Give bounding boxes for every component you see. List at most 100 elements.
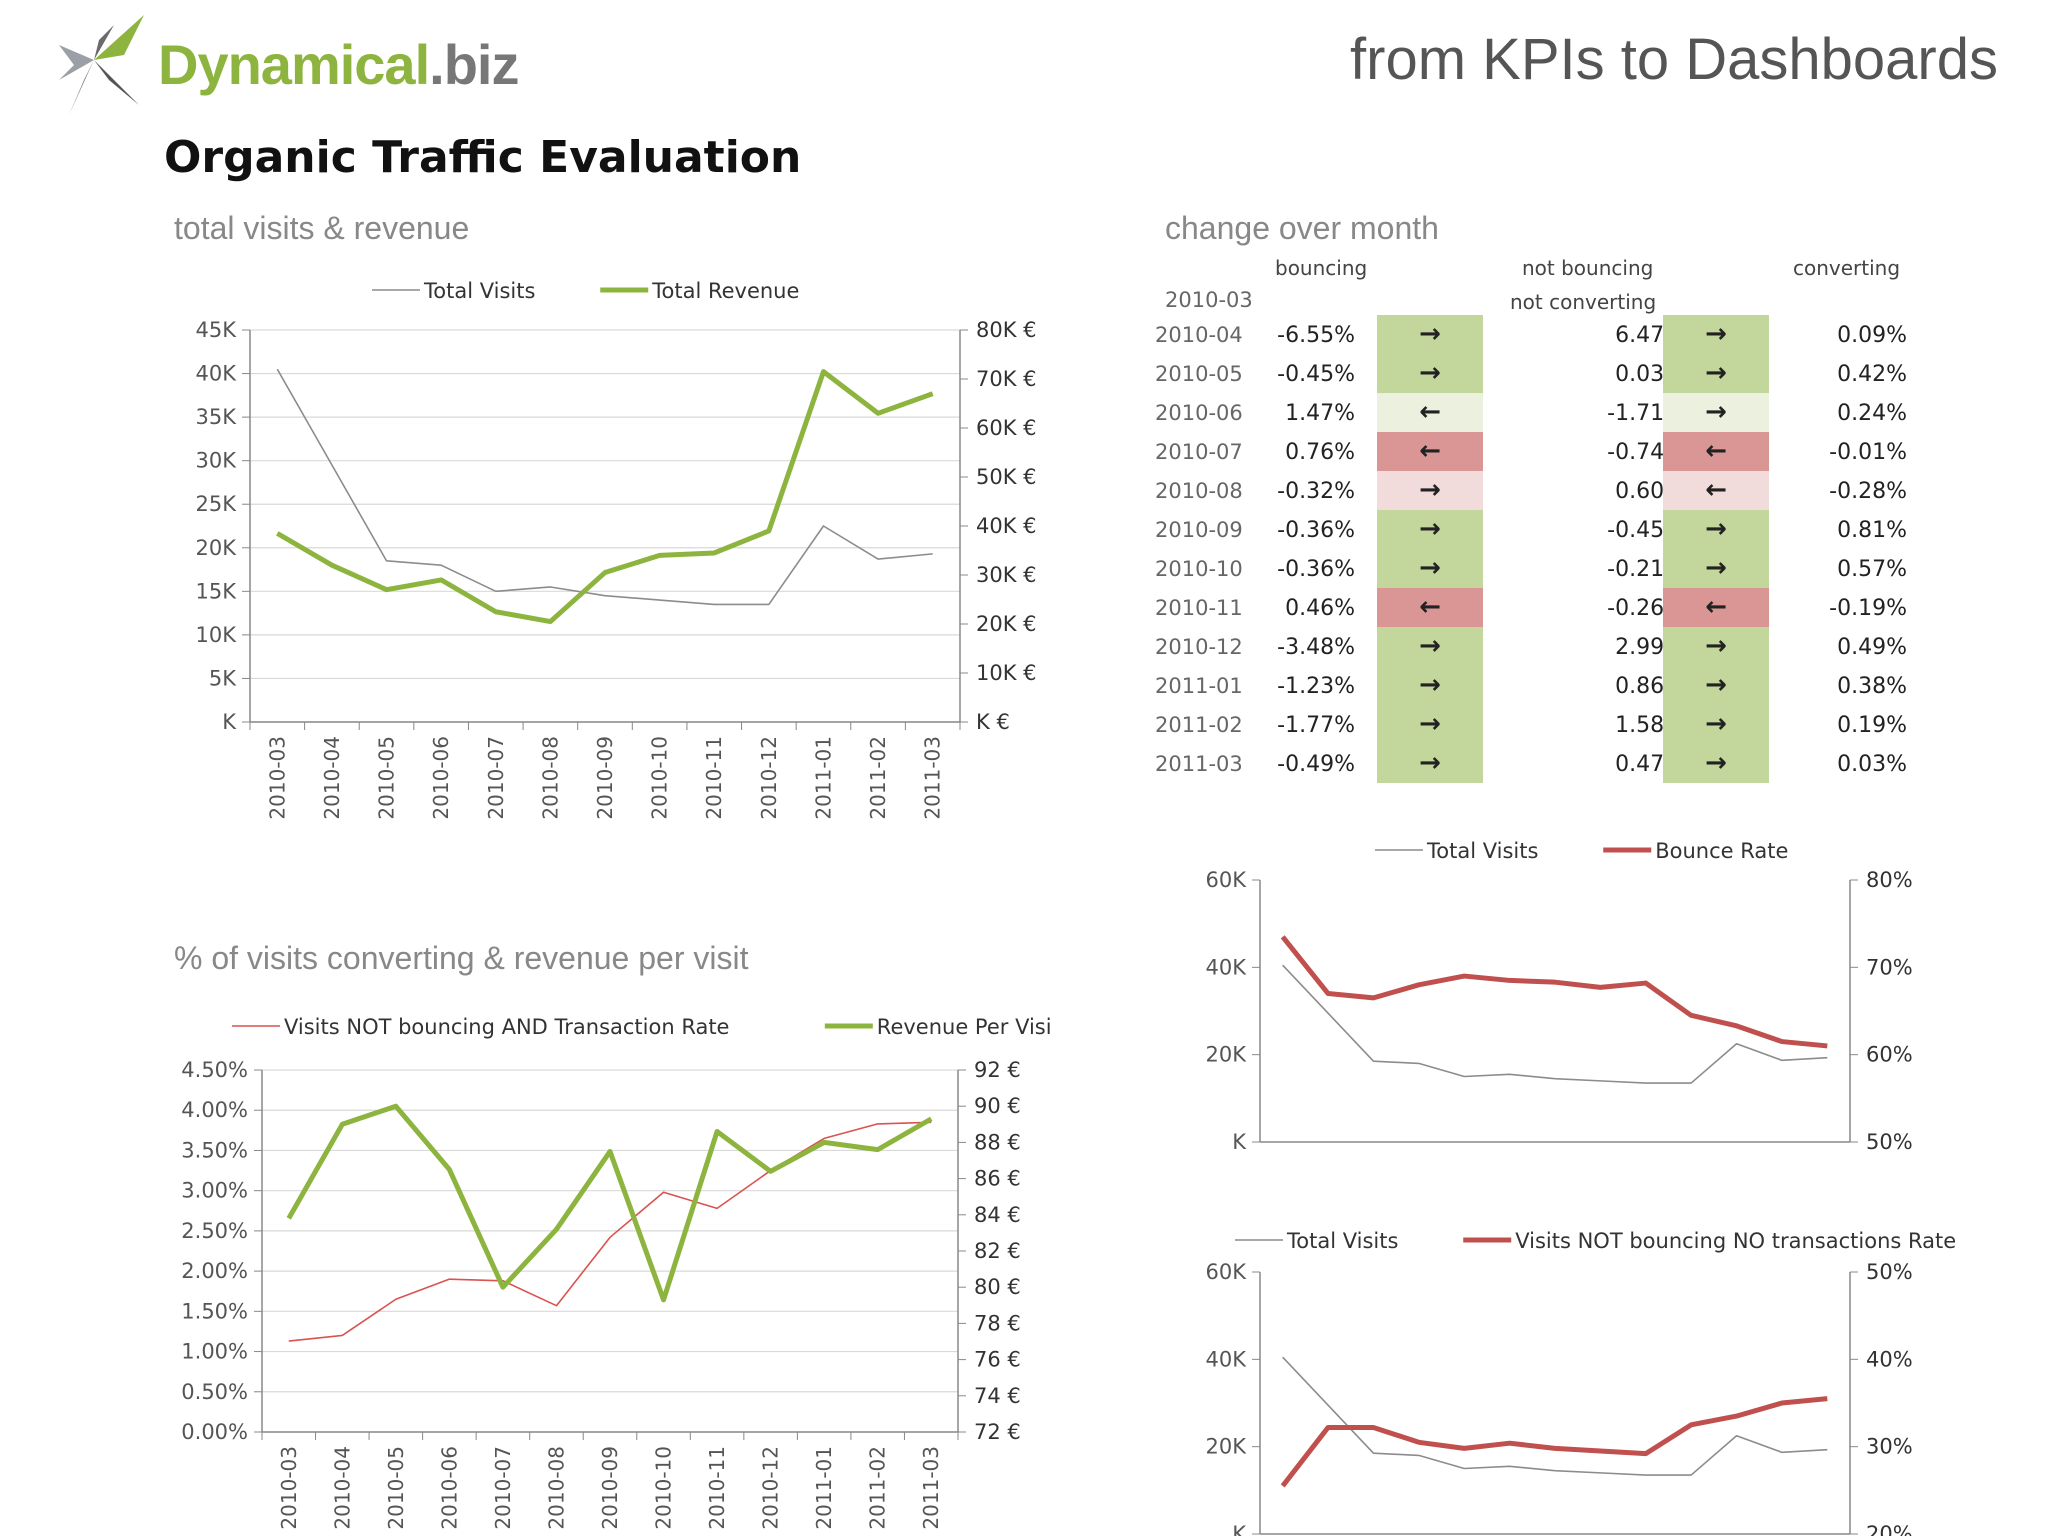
right-tick-label: 78 € [974,1311,1021,1335]
left-tick-label: 2.00% [181,1259,248,1283]
kpi-bouncing-value: -0.45% [1277,362,1355,387]
x-tick-label: 2010-12 [759,1446,783,1530]
right-tick-label: K € [976,710,1010,734]
x-tick-label: 2010-11 [705,1446,729,1530]
kpi-bouncing-arrow-icon: → [1377,705,1483,744]
kpi-bouncing-arrow-icon: ← [1377,588,1483,627]
left-tick-label: 20K [1206,1043,1248,1067]
right-tick-label: 10K € [976,661,1037,685]
right-tick-label: 40% [1866,1347,1913,1371]
kpi-bouncing-arrow-icon: → [1377,627,1483,666]
left-tick-label: 1.00% [181,1340,248,1364]
kpi-header-not-bouncing: not bouncing [1522,256,1654,280]
left-tick-label: 1.50% [181,1299,248,1323]
kpi-converting-value: -0.28% [1829,479,1907,504]
kpi-row: 2010-12 -3.48% → 2.99% → 0.49% [1155,627,1915,666]
x-tick-label: 2011-01 [811,736,835,820]
right-tick-label: 70K € [976,367,1037,391]
kpi-row: 2010-09 -0.36% → -0.45% → 0.81% [1155,510,1915,549]
x-tick-label: 2010-10 [648,736,672,820]
kpi-converting-value: 0.03% [1837,752,1907,777]
left-tick-label: K [222,710,237,734]
right-tick-label: 60% [1866,1043,1913,1067]
kpi-not-converting-arrow-icon: → [1663,627,1769,666]
logo-text-main: Dynamical [158,33,430,96]
left-tick-label: 4.00% [181,1098,248,1122]
kpi-month: 2010-12 [1155,635,1243,659]
series-line-1 [1280,935,1828,1049]
x-tick-label: 2011-03 [921,736,945,820]
left-tick-label: 25K [196,492,238,516]
x-tick-label: 2010-07 [484,736,508,820]
legend-label: Visits NOT bouncing NO transactions Rate [1515,1229,1956,1253]
kpi-row: 2010-11 0.46% ← -0.26% ← -0.19% [1155,588,1915,627]
x-tick-label: 2010-09 [598,1446,622,1530]
x-tick-label: 2010-09 [593,736,617,820]
legend-label: Total Visits [1286,1229,1398,1253]
kpi-not-converting-arrow-icon: → [1663,315,1769,354]
legend-label: Total Visits [1426,839,1538,863]
right-tick-label: 92 € [974,1058,1021,1082]
kpi-row: 2010-07 0.76% ← -0.74% ← -0.01% [1155,432,1915,471]
kpi-not-converting-arrow-icon: → [1663,510,1769,549]
kpi-month: 2010-10 [1155,557,1243,581]
x-tick-label: 2011-02 [866,1446,890,1530]
right-tick-label: 50% [1866,1130,1913,1150]
section-title-visits-revenue: total visits & revenue [174,210,470,246]
kpi-not-converting-arrow-icon: → [1663,393,1769,432]
right-tick-label: 76 € [974,1348,1021,1372]
kpi-month: 2010-07 [1155,440,1243,464]
kpi-bouncing-value: 0.76% [1285,440,1355,465]
right-tick-label: 20K € [976,612,1037,636]
left-tick-label: 30K [196,449,238,473]
kpi-not-converting-arrow-icon: → [1663,354,1769,393]
section-title-change-over-month: change over month [1165,210,1439,246]
left-tick-label: 20K [1206,1435,1248,1459]
kpi-first-month: 2010-03 [1165,288,1253,312]
kpi-bouncing-value: -0.36% [1277,518,1355,543]
kpi-bouncing-arrow-icon: → [1377,744,1483,783]
chart-visits-notrans: K 20K 40K 60K 20% 30% 40% 50% Total Visits Visits… [1206,1229,1957,1536]
kpi-bouncing-value: -0.49% [1277,752,1355,777]
kpi-not-converting-arrow-icon: ← [1663,471,1769,510]
right-tick-label: 72 € [974,1420,1021,1444]
right-tick-label: 80 € [974,1275,1021,1299]
right-tick-label: 74 € [974,1384,1021,1408]
kpi-month: 2010-04 [1155,323,1243,347]
x-tick-label: 2010-06 [437,1446,461,1530]
left-tick-label: 2.50% [181,1219,248,1243]
legend-label: Visits NOT bouncing AND Transaction Rate [284,1015,729,1039]
right-tick-label: 80% [1866,868,1913,892]
kpi-month: 2011-02 [1155,713,1243,737]
right-tick-label: 20% [1866,1522,1913,1536]
right-tick-label: 84 € [974,1203,1021,1227]
kpi-header-not-converting: not converting [1510,290,1657,314]
left-tick-label: 0.50% [181,1380,248,1404]
kpi-converting-value: 0.81% [1837,518,1907,543]
kpi-converting-value: 0.38% [1837,674,1907,699]
legend-label: Bounce Rate [1655,839,1788,863]
left-tick-label: 0.00% [181,1420,248,1444]
kpi-header-bouncing: bouncing [1275,256,1368,280]
chart-visits-revenue: K 5K 10K 15K 20K 25K 30K 35K 40K 45K K € 10K € 20K €… [196,279,1037,820]
logo: Dynamical.biz [54,10,519,120]
right-tick-label: 40K € [976,514,1037,538]
kpi-row: 2011-03 -0.49% → 0.47% → 0.03% [1155,744,1915,783]
kpi-row: 2010-06 1.47% ← -1.71% → 0.24% [1155,393,1915,432]
kpi-bouncing-value: -0.36% [1277,557,1355,582]
right-tick-label: 60K € [976,416,1037,440]
right-tick-label: 82 € [974,1239,1021,1263]
tagline: from KPIs to Dashboards [1350,27,1998,92]
x-tick-label: 2010-12 [757,736,781,820]
chart-visits-bounce: K 20K 40K 60K 50% 60% 70% 80% Total Visits Bounce… [1206,839,1913,1150]
kpi-not-converting-arrow-icon: → [1663,666,1769,705]
left-tick-label: 4.50% [181,1058,248,1082]
kpi-not-converting-arrow-icon: ← [1663,588,1769,627]
x-tick-label: 2011-02 [866,736,890,820]
kpi-row: 2010-10 -0.36% → -0.21% → 0.57% [1155,549,1915,588]
x-tick-label: 2010-08 [544,1446,568,1530]
chart-converting-rpv: 0.00% 0.50% 1.00% 1.50% 2.00% 2.50% 3.00% 3.50%… [181,1015,1050,1530]
legend-label: Total Revenue [651,279,799,303]
section-title-converting-rpv: % of visits converting & revenue per vis… [174,940,749,976]
kpi-bouncing-arrow-icon: → [1377,549,1483,588]
